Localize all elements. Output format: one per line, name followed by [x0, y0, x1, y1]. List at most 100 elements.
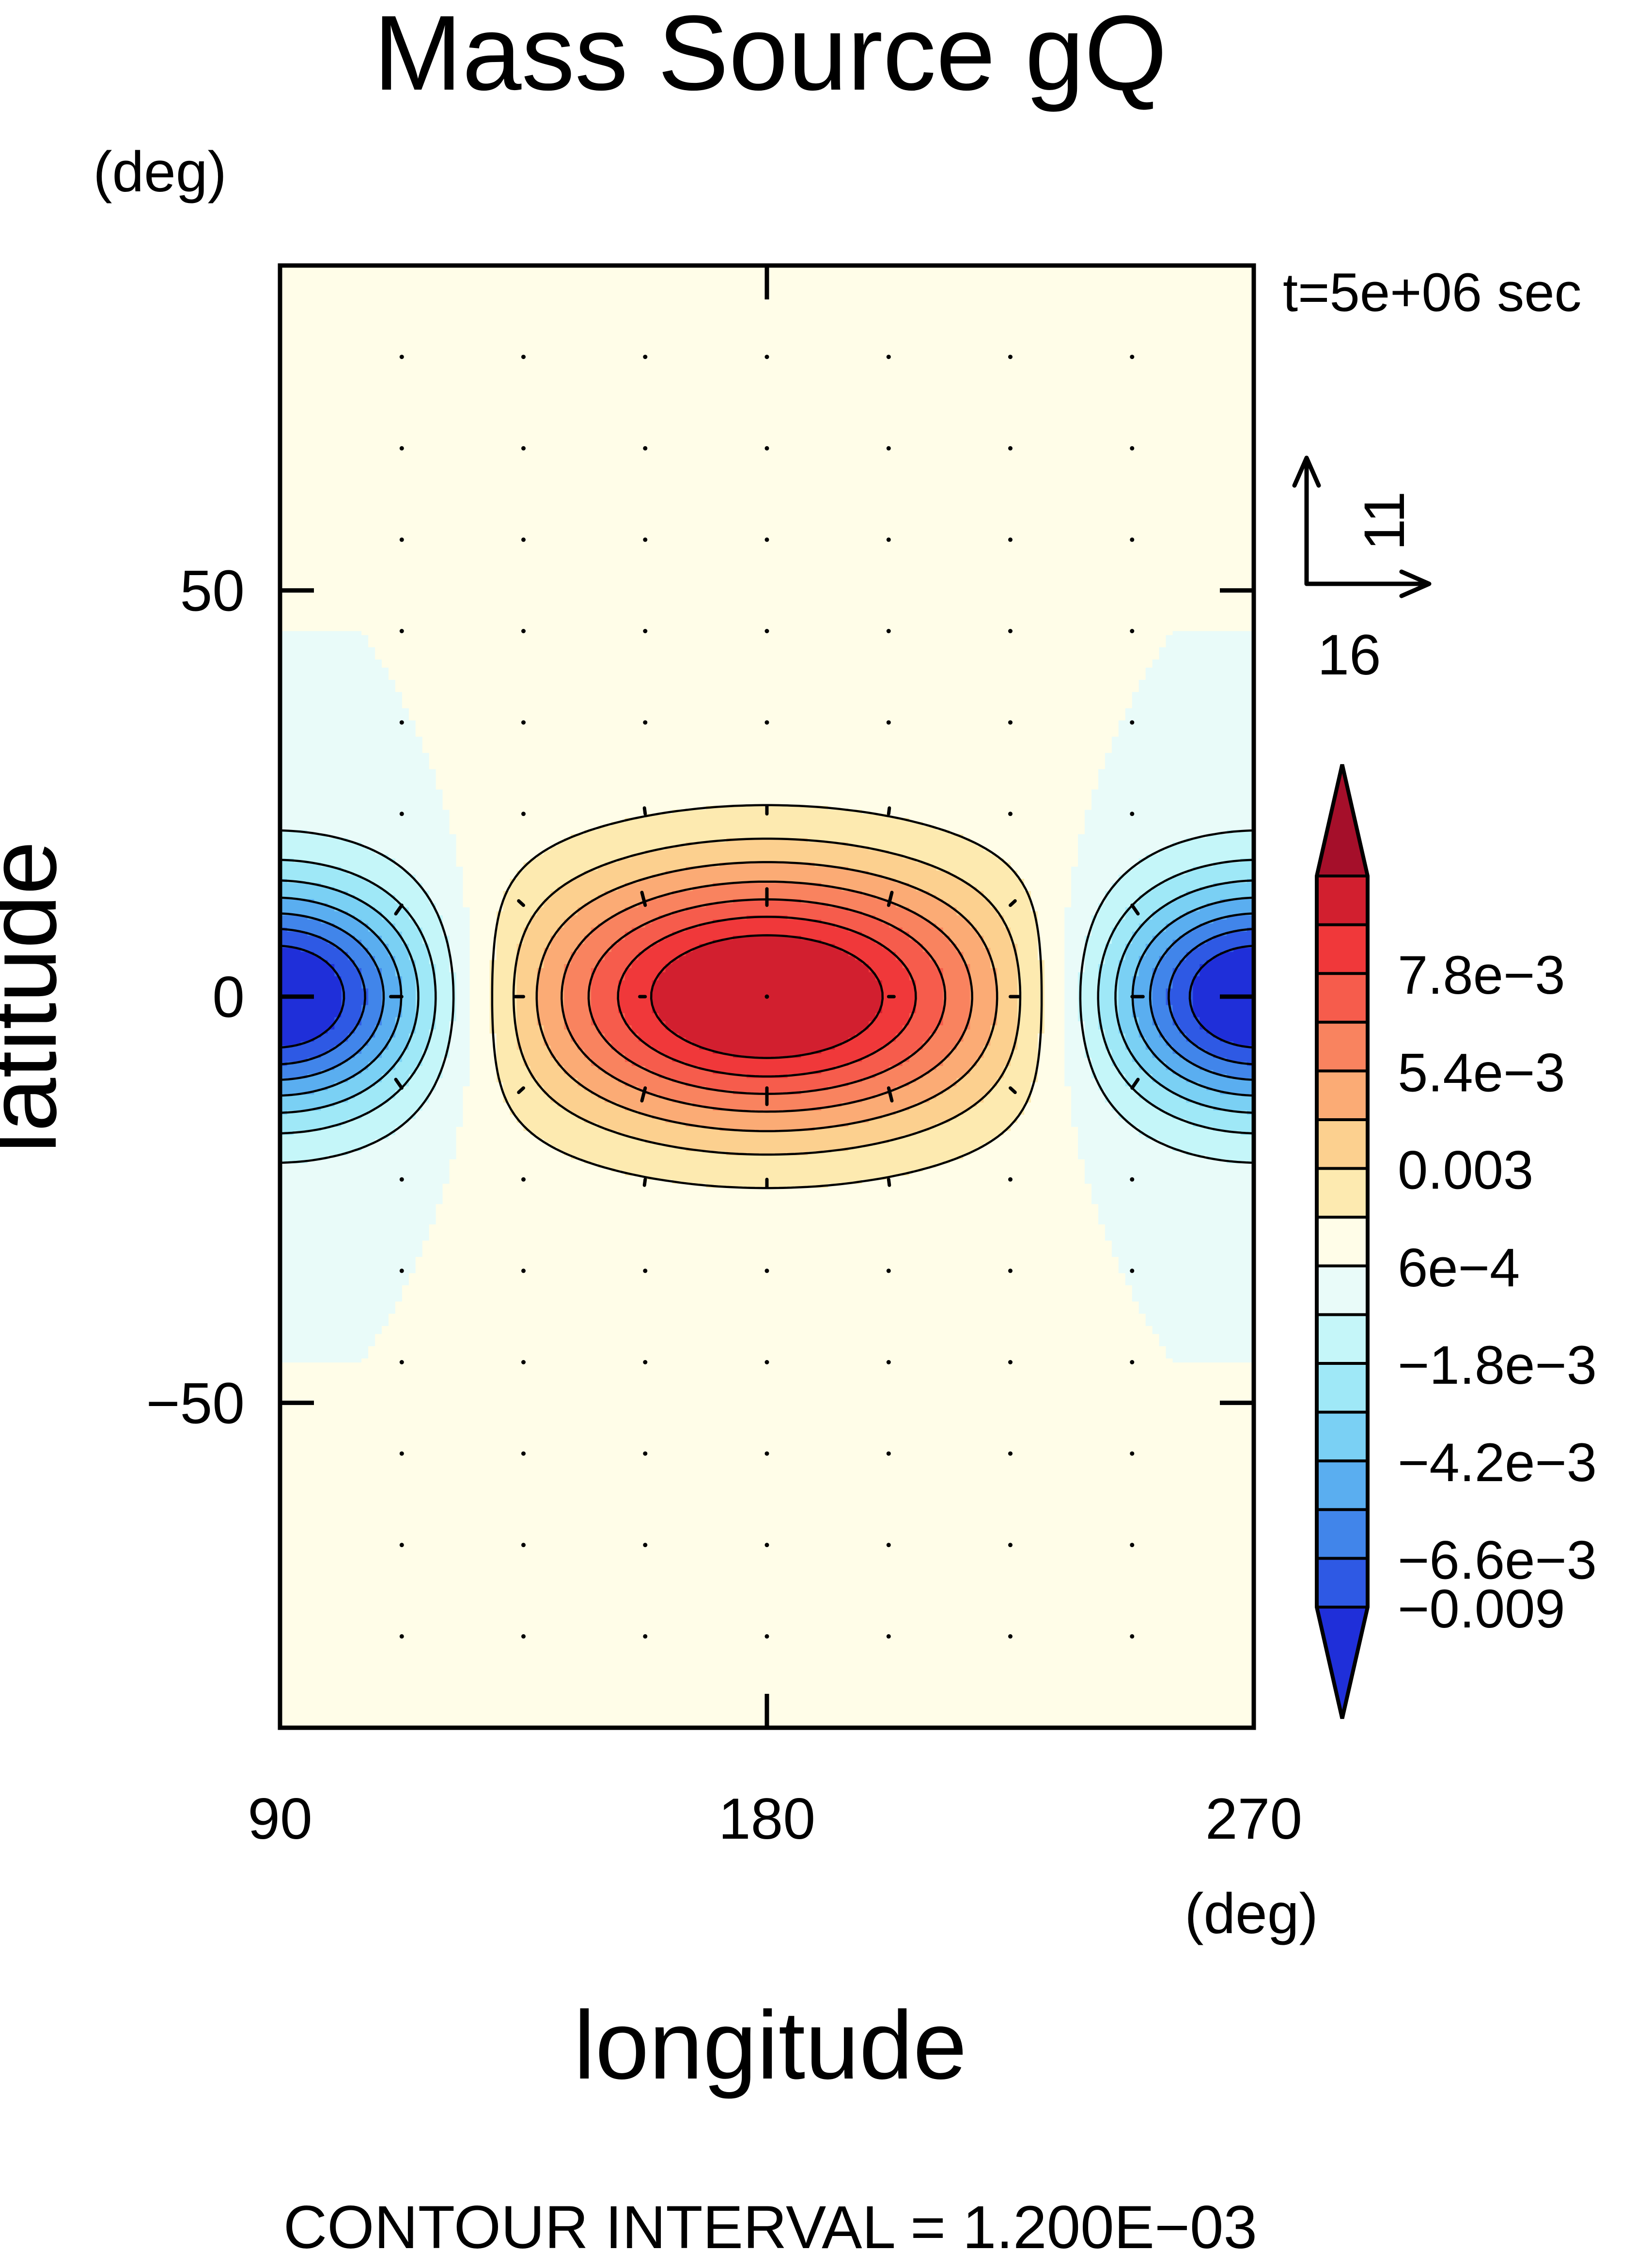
vector-shaft — [887, 891, 894, 907]
colorbar-swatch — [1317, 1266, 1368, 1315]
vector-dot — [399, 1634, 404, 1639]
reference-vector: 11 16 — [1292, 455, 1432, 687]
vector-dot — [643, 1543, 648, 1548]
vector-dot — [764, 1634, 769, 1639]
vector-dot — [886, 446, 891, 451]
vector-dot — [521, 1360, 526, 1364]
vector-dot — [1130, 812, 1135, 816]
vector-dot — [886, 720, 891, 725]
colorbar-tick-label: 0.003 — [1398, 1140, 1533, 1201]
vector-dot — [1008, 1177, 1013, 1182]
vector-shaft — [394, 903, 404, 916]
colorbar-swatch — [1317, 1168, 1368, 1218]
vector-dot — [1008, 1360, 1013, 1364]
colorbar-swatch — [1317, 1217, 1368, 1266]
vector-shaft — [1009, 1086, 1017, 1094]
vector-dot — [399, 355, 404, 360]
vector-dot — [521, 629, 526, 633]
vector-dot — [521, 1634, 526, 1639]
vector-shaft — [887, 806, 891, 816]
vector-dot — [399, 1177, 404, 1182]
vector-dot — [1130, 1634, 1135, 1639]
vector-dot — [521, 1451, 526, 1456]
colorbar-swatch — [1317, 1461, 1368, 1510]
vector-dot — [399, 720, 404, 725]
vector-dot — [1130, 1177, 1135, 1182]
vector-dot — [764, 537, 769, 542]
vector-dot — [521, 537, 526, 542]
x-axis: 90 180 270 — [248, 266, 1302, 1851]
contour-line — [512, 837, 1022, 1156]
colorbar-swatch — [1317, 1412, 1368, 1461]
vector-shaft — [517, 899, 525, 907]
vector-shaft — [1009, 899, 1017, 907]
y-tick-label: 50 — [180, 559, 245, 624]
contour-fill-band — [280, 631, 1254, 1363]
vector-shaft — [1130, 1078, 1140, 1090]
vector-dot — [643, 629, 648, 633]
reference-vector-u-label: 16 — [1317, 623, 1381, 687]
vector-dot — [1130, 629, 1135, 633]
vector-shaft — [642, 806, 647, 816]
vector-dot — [399, 1451, 404, 1456]
vector-dot — [521, 1177, 526, 1182]
contour-line — [535, 861, 998, 1132]
vector-dot — [764, 355, 769, 360]
vector-dot — [399, 1268, 404, 1273]
vector-dot — [764, 994, 769, 999]
vector-dot — [1130, 1360, 1135, 1364]
vector-dot — [399, 1360, 404, 1364]
colorbar-swatch — [1317, 1363, 1368, 1413]
colorbar-swatch — [1317, 1509, 1368, 1559]
vector-dot — [1008, 446, 1013, 451]
vector-dot — [399, 629, 404, 633]
vector-shaft — [1130, 903, 1140, 916]
vector-dot — [764, 446, 769, 451]
vector-dot — [521, 355, 526, 360]
time-label: t=5e+06 sec — [1283, 262, 1582, 323]
colorbar-bottom-triangle — [1317, 1607, 1368, 1719]
vector-shaft — [887, 1086, 894, 1103]
vector-dot — [643, 720, 648, 725]
colorbar-tick-label: 6e−4 — [1398, 1237, 1520, 1298]
vector-dot — [764, 1451, 769, 1456]
y-tick-label: 0 — [212, 965, 245, 1030]
filled-contours — [280, 631, 1254, 1363]
colorbar-swatch — [1317, 1071, 1368, 1120]
vector-dot — [521, 1543, 526, 1548]
vector-dot — [643, 1268, 648, 1273]
colorbar-swatch — [1317, 1558, 1368, 1608]
colorbar-swatch — [1317, 924, 1368, 974]
reference-vector-v-label: 11 — [1353, 491, 1417, 551]
vector-dot — [886, 1451, 891, 1456]
contour-line — [617, 916, 917, 1078]
vector-dot — [886, 537, 891, 542]
vector-dot — [1130, 537, 1135, 542]
y-tick-label: −50 — [146, 1371, 245, 1436]
x-tick-label: 90 — [248, 1786, 312, 1851]
vector-dot — [886, 1360, 891, 1364]
y-axis-label: latitude — [0, 841, 77, 1154]
x-axis-label: longitude — [574, 1991, 967, 2099]
contour-line — [587, 898, 947, 1095]
contour-line — [650, 934, 884, 1059]
vector-dot — [1130, 446, 1135, 451]
vector-dot — [521, 720, 526, 725]
vector-dot — [521, 812, 526, 816]
plot-area — [280, 266, 1254, 1728]
contour-line — [561, 880, 973, 1113]
vector-dot — [521, 1268, 526, 1273]
colorbar-tick-label: −0.009 — [1398, 1579, 1565, 1639]
colorbar-tick-label: −6.6e−3 — [1398, 1530, 1597, 1590]
vector-dot — [886, 1268, 891, 1273]
vector-dot — [886, 355, 891, 360]
reference-vector-arrows — [1292, 455, 1432, 598]
colorbar-tick-label: 5.4e−3 — [1398, 1042, 1565, 1103]
y-axis: 50 0 −50 — [146, 559, 1254, 1436]
x-axis-unit: (deg) — [1184, 1882, 1318, 1946]
vector-dot — [1008, 355, 1013, 360]
vector-dot — [643, 1634, 648, 1639]
x-tick-label: 270 — [1205, 1786, 1302, 1851]
vector-dot — [1008, 1543, 1013, 1548]
vector-shaft — [640, 891, 647, 907]
